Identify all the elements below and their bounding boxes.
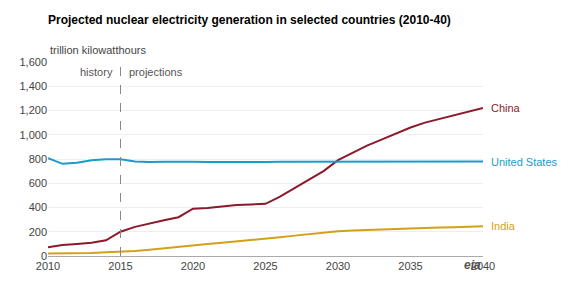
svg-text:1,600: 1,600 — [19, 56, 47, 68]
svg-text:projections: projections — [129, 66, 183, 78]
svg-text:1,200: 1,200 — [19, 104, 47, 116]
svg-text:2010: 2010 — [36, 260, 60, 272]
svg-text:2035: 2035 — [398, 260, 422, 272]
svg-text:2025: 2025 — [253, 260, 277, 272]
svg-text:800: 800 — [29, 153, 47, 165]
svg-text:history: history — [80, 66, 113, 78]
svg-text:600: 600 — [29, 177, 47, 189]
svg-text:India: India — [491, 220, 516, 232]
svg-text:2015: 2015 — [108, 260, 132, 272]
svg-text:2030: 2030 — [326, 260, 350, 272]
svg-text:United States: United States — [491, 156, 558, 168]
svg-text:eia: eia — [464, 258, 481, 272]
svg-text:400: 400 — [29, 201, 47, 213]
svg-text:1,400: 1,400 — [19, 80, 47, 92]
svg-text:trillion kilowatthours: trillion kilowatthours — [50, 44, 146, 56]
svg-text:1,000: 1,000 — [19, 129, 47, 141]
svg-text:2020: 2020 — [181, 260, 205, 272]
svg-text:China: China — [491, 102, 521, 114]
svg-text:0: 0 — [41, 250, 47, 262]
svg-text:Projected nuclear electricity: Projected nuclear electricity generation… — [48, 13, 451, 27]
svg-text:2040: 2040 — [471, 260, 495, 272]
svg-text:200: 200 — [29, 226, 47, 238]
